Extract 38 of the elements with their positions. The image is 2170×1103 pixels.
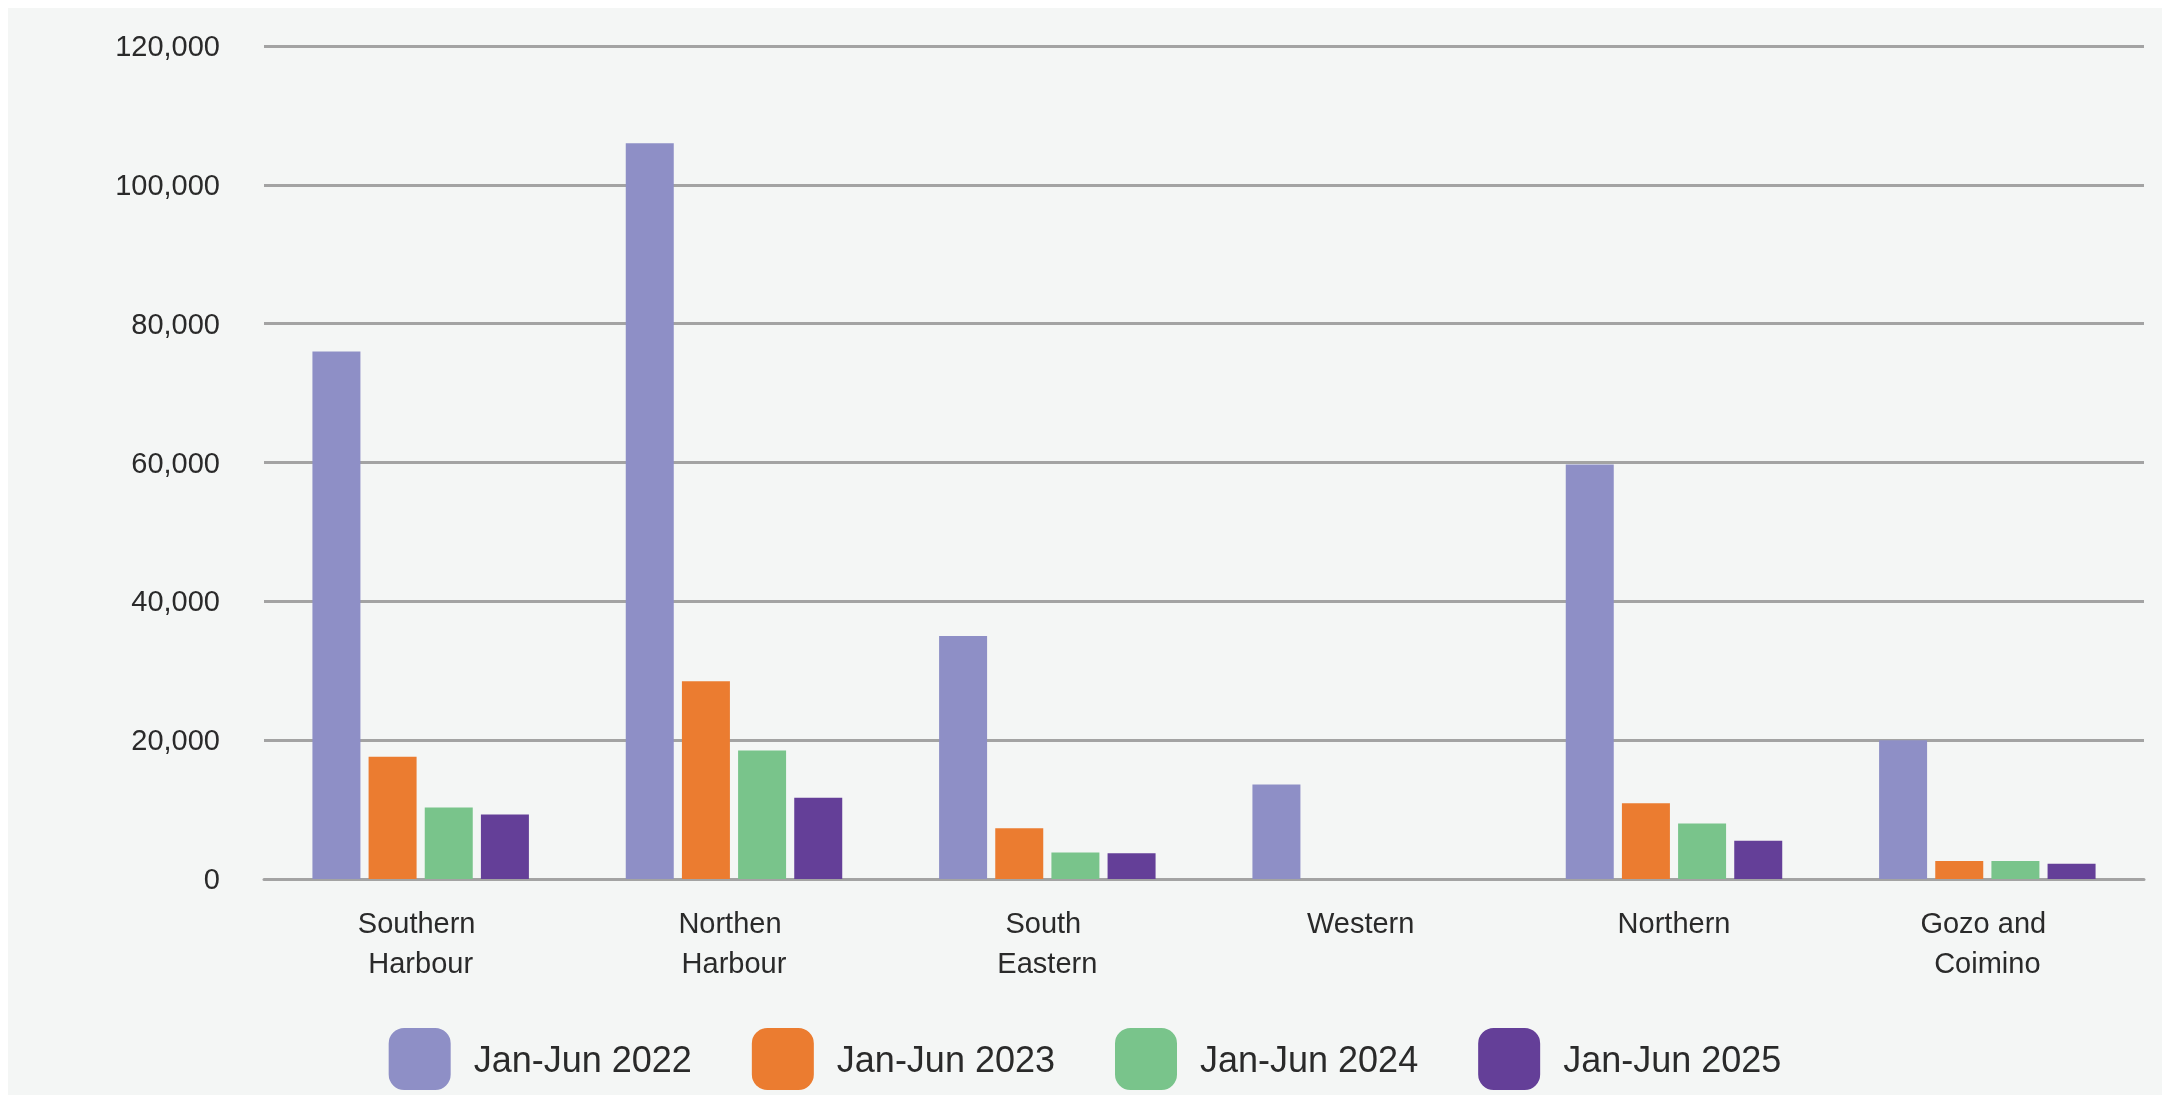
y-tick-label: 80,000 bbox=[131, 307, 220, 340]
y-tick-label: 120,000 bbox=[115, 30, 220, 62]
bar bbox=[1879, 740, 1928, 879]
bar bbox=[794, 797, 843, 879]
bar bbox=[312, 351, 361, 879]
bar bbox=[1252, 784, 1301, 879]
bar bbox=[738, 750, 787, 879]
bar bbox=[1935, 860, 1984, 879]
bar bbox=[1678, 823, 1727, 879]
y-tick-label: 60,000 bbox=[131, 446, 220, 479]
bar bbox=[424, 807, 473, 879]
legend-label: Jan-Jun 2025 bbox=[1563, 1038, 1782, 1080]
bar bbox=[1734, 840, 1783, 879]
x-tick-label: Western bbox=[1306, 907, 1415, 939]
y-tick-label: 40,000 bbox=[131, 585, 220, 618]
bar bbox=[995, 828, 1044, 879]
bar bbox=[625, 143, 674, 879]
x-tick-label: South Eastern bbox=[997, 907, 1098, 979]
bar bbox=[2047, 863, 2096, 879]
x-tick-label: Southern Harbour bbox=[357, 907, 484, 979]
bar bbox=[1991, 860, 2040, 879]
legend-label: Jan-Jun 2022 bbox=[473, 1038, 692, 1080]
bar bbox=[1051, 852, 1100, 879]
x-tick-label: Northern bbox=[1617, 907, 1731, 939]
x-tick-label: Gozo and Coimino bbox=[1920, 907, 2055, 979]
bar bbox=[1565, 464, 1614, 879]
x-tick-label: Northen Harbour bbox=[678, 907, 790, 979]
y-tick-label: 100,000 bbox=[115, 168, 220, 201]
bar bbox=[1107, 853, 1156, 879]
y-tick-label: 20,000 bbox=[131, 724, 220, 757]
legend-label: Jan-Jun 2024 bbox=[1200, 1038, 1419, 1080]
bar bbox=[368, 756, 417, 879]
bar bbox=[681, 681, 730, 879]
y-tick-label: 0 bbox=[203, 863, 220, 895]
bar bbox=[480, 814, 529, 879]
bar bbox=[1621, 803, 1670, 879]
bar bbox=[939, 636, 988, 879]
legend-label: Jan-Jun 2023 bbox=[836, 1038, 1056, 1080]
